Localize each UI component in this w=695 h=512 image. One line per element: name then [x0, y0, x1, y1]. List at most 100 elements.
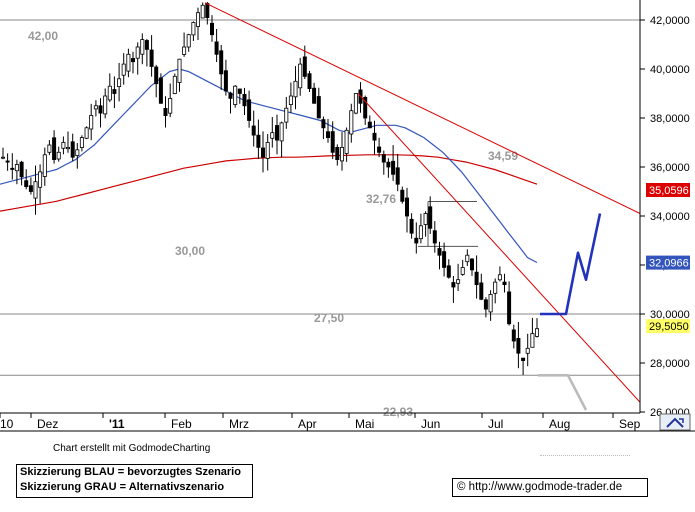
candle-body: [400, 189, 405, 202]
level-label: 32,76: [366, 192, 396, 206]
candle: [223, 59, 228, 96]
candle-body: [158, 77, 163, 104]
candle: [502, 273, 507, 293]
candle: [349, 103, 354, 143]
candle-body: [516, 337, 521, 354]
candle-body: [460, 267, 465, 275]
candle: [493, 278, 498, 304]
candle: [200, 2, 205, 19]
candle: [135, 42, 140, 75]
candle: [107, 73, 112, 103]
candle: [469, 258, 474, 276]
candle: [474, 255, 479, 299]
candle-body: [414, 237, 419, 244]
x-tick-label: Aug: [549, 417, 570, 431]
candle: [256, 119, 261, 159]
candle-body: [451, 282, 456, 288]
candle: [404, 187, 409, 233]
candle: [414, 222, 419, 254]
x-tick-label: Dez: [37, 417, 58, 431]
candle-body: [47, 144, 52, 153]
candle-body: [242, 94, 247, 107]
candle-body: [112, 89, 117, 94]
candle-body: [432, 230, 437, 244]
candle-body: [353, 93, 358, 114]
candle-body: [391, 160, 396, 175]
candle-body: [372, 132, 377, 141]
candle: [381, 150, 386, 175]
candle: [423, 211, 428, 237]
candle: [251, 110, 256, 147]
candle-body: [209, 22, 214, 36]
candle: [511, 324, 516, 349]
candle: [168, 83, 173, 118]
candle: [172, 73, 177, 95]
candle: [79, 135, 84, 152]
candle-body: [182, 46, 187, 55]
candle-body: [530, 333, 535, 348]
candle: [418, 213, 423, 244]
candle-body: [177, 58, 182, 83]
candle: [535, 318, 540, 338]
scenario-legend: Skizzierung BLAU = bevorzugtes Szenario …: [16, 464, 253, 498]
candle-body: [330, 131, 335, 153]
chart-credit: Chart erstellt mit GodmodeCharting: [53, 443, 211, 454]
legend-blue: Skizzierung BLAU = bevorzugtes Szenario: [20, 466, 241, 478]
candle-body: [28, 185, 33, 192]
candle: [307, 70, 312, 92]
candle: [386, 158, 391, 178]
candle-body: [121, 63, 126, 76]
candle: [446, 259, 451, 279]
price-badge-bg: [646, 183, 690, 197]
candle: [312, 82, 317, 104]
level-label: 22,93: [383, 405, 413, 419]
candle-body: [163, 108, 168, 117]
candle-body: [0, 156, 6, 159]
candle-body: [525, 347, 530, 354]
footer-url-link[interactable]: © http://www.godmode-trader.de: [452, 478, 648, 497]
candle-body: [172, 75, 177, 94]
chart-tool-icon[interactable]: [659, 413, 691, 431]
candle: [530, 317, 535, 348]
candle-body: [325, 131, 330, 138]
candle-body: [79, 137, 84, 149]
candle: [400, 186, 405, 204]
candle-body: [168, 98, 173, 114]
candle-body: [321, 119, 326, 129]
candle: [0, 147, 6, 160]
candle-body: [307, 73, 312, 89]
candle: [325, 119, 330, 143]
candle: [89, 103, 94, 141]
level-label: 30,00: [175, 244, 205, 258]
candle-body: [247, 99, 252, 121]
candle: [233, 85, 238, 108]
candle-body: [84, 127, 89, 139]
candle-body: [270, 132, 275, 139]
candle-body: [502, 281, 507, 286]
candle-body: [456, 279, 461, 284]
candle-body: [56, 151, 61, 160]
candle-body: [507, 291, 512, 325]
candle: [428, 196, 433, 234]
candle-body: [302, 56, 307, 77]
candle-body: [10, 167, 15, 170]
candle: [288, 82, 293, 114]
candle-body: [409, 218, 414, 234]
candle: [391, 145, 396, 181]
x-tick-label: 10: [0, 417, 14, 431]
x-tick-label: '11: [109, 417, 125, 431]
candle-body: [395, 167, 400, 185]
candle: [460, 259, 465, 276]
price-badge-bg: [646, 255, 690, 270]
candle: [75, 143, 80, 169]
candle: [321, 116, 326, 140]
candle: [479, 273, 484, 301]
ma-short-line: [0, 68, 538, 264]
candle-body: [223, 70, 228, 92]
candle-body: [288, 95, 293, 106]
candle: [56, 146, 61, 162]
x-tick-label: Jul: [488, 417, 503, 431]
candle-body: [418, 225, 423, 240]
resistance-line: [204, 2, 641, 214]
candle: [209, 15, 214, 42]
